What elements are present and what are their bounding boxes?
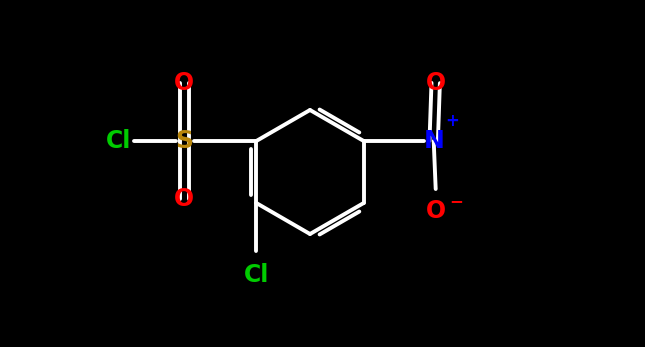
Text: O: O [426,199,446,223]
Text: −: − [449,192,462,210]
Text: S: S [175,129,194,153]
Text: O: O [174,71,194,95]
Text: O: O [426,71,446,95]
Text: Cl: Cl [244,263,269,287]
Text: Cl: Cl [106,129,131,153]
Text: O: O [174,187,194,211]
Text: N: N [423,129,444,153]
Text: +: + [445,112,459,130]
